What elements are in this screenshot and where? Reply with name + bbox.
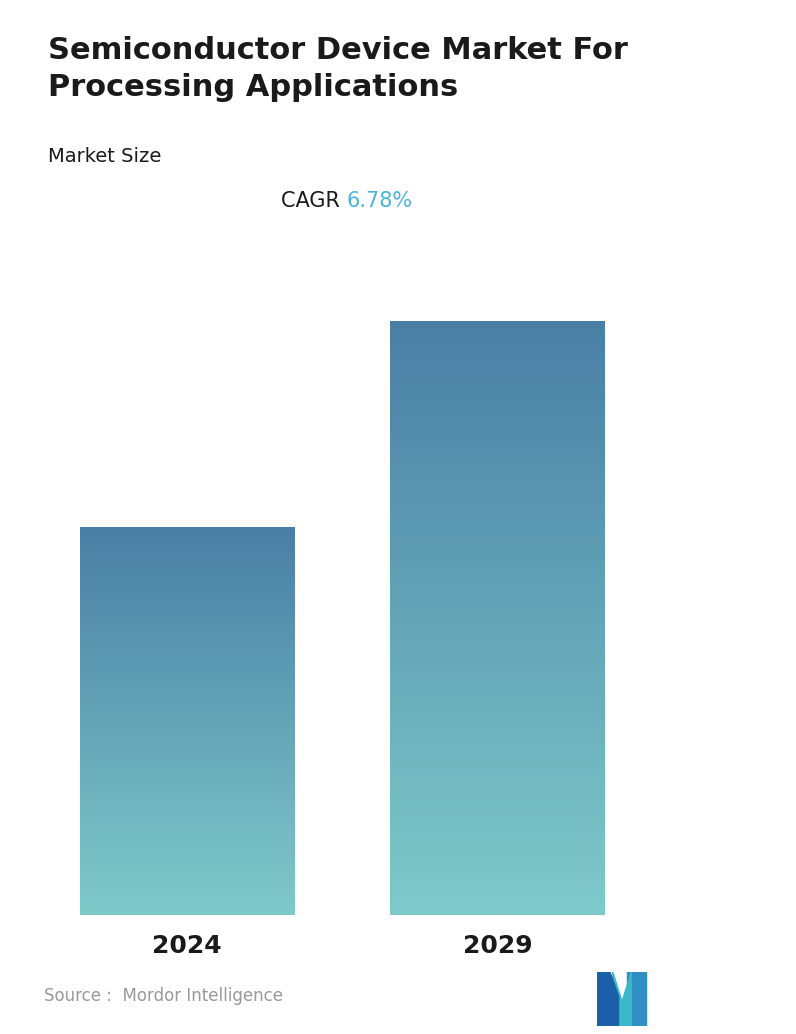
Polygon shape — [613, 972, 631, 1026]
Text: CAGR: CAGR — [281, 191, 346, 211]
Polygon shape — [627, 972, 646, 1026]
Text: 6.78%: 6.78% — [346, 191, 412, 211]
Text: Source :  Mordor Intelligence: Source : Mordor Intelligence — [44, 987, 283, 1005]
Text: Market Size: Market Size — [48, 147, 161, 165]
Text: Semiconductor Device Market For
Processing Applications: Semiconductor Device Market For Processi… — [48, 36, 627, 102]
Text: 2024: 2024 — [152, 934, 222, 957]
Text: 2029: 2029 — [462, 934, 533, 957]
Polygon shape — [597, 972, 618, 1026]
